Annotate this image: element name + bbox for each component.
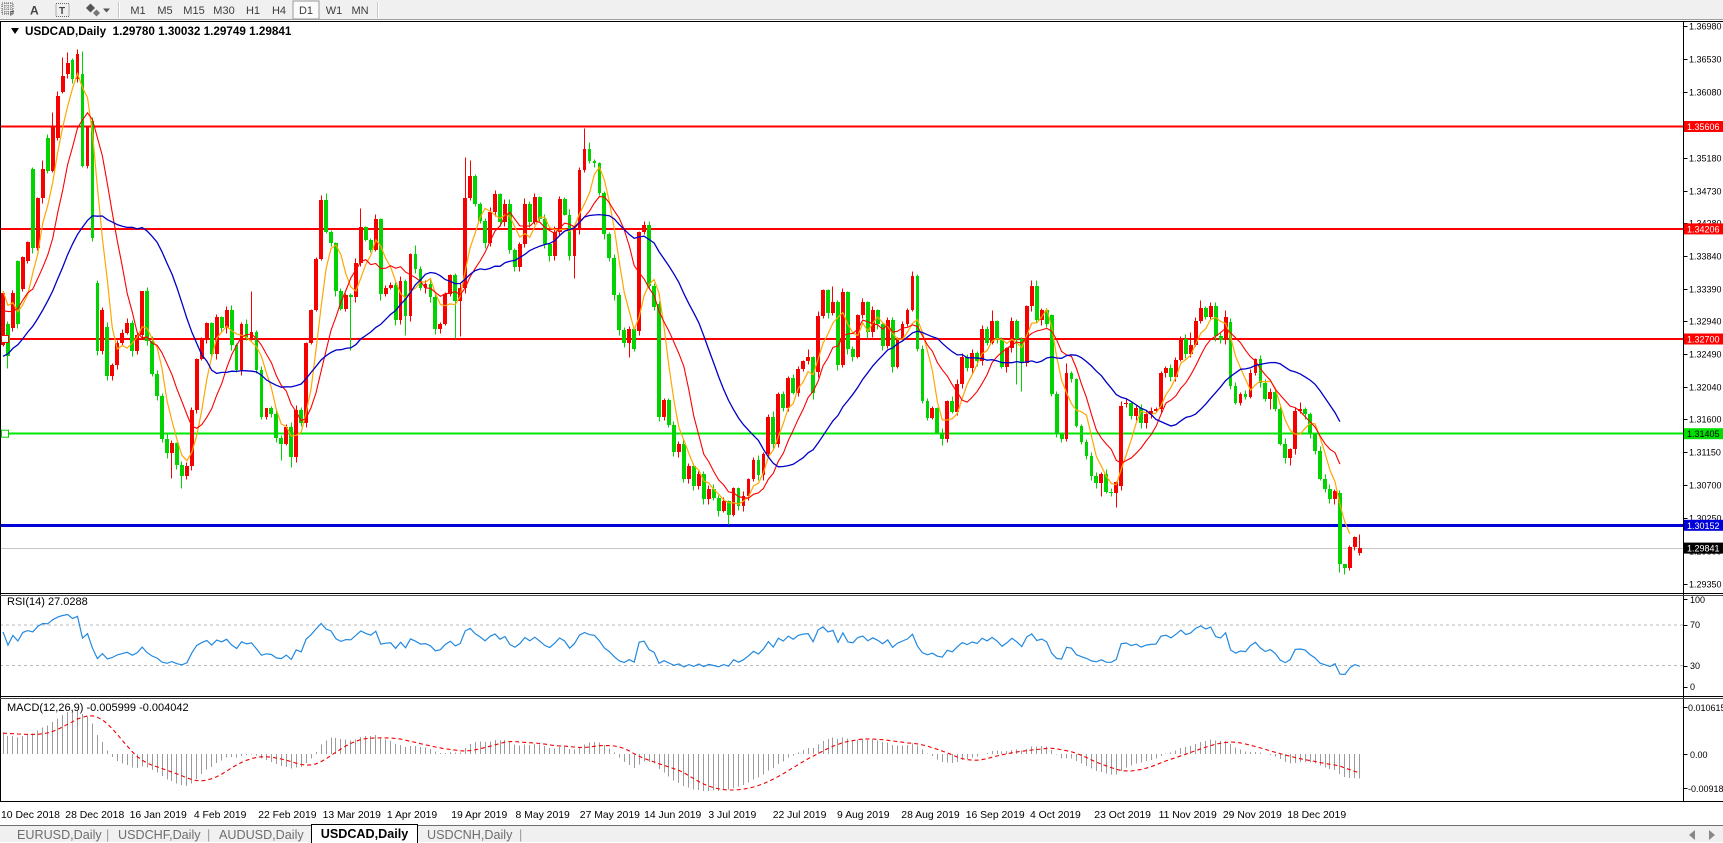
svg-text:28 Dec 2018: 28 Dec 2018 xyxy=(65,810,124,821)
svg-text:29 Nov 2019: 29 Nov 2019 xyxy=(1223,810,1282,821)
svg-text:1.32490: 1.32490 xyxy=(1689,350,1722,360)
svg-text:9 Aug 2019: 9 Aug 2019 xyxy=(837,810,890,821)
svg-text:18 Dec 2019: 18 Dec 2019 xyxy=(1287,810,1346,821)
svg-text:30: 30 xyxy=(1690,661,1700,671)
svg-text:1.32940: 1.32940 xyxy=(1689,317,1722,327)
svg-text:0.010615: 0.010615 xyxy=(1688,703,1723,713)
svg-text:M1: M1 xyxy=(130,5,145,17)
svg-text:23 Oct 2019: 23 Oct 2019 xyxy=(1094,810,1151,821)
svg-text:19 Apr 2019: 19 Apr 2019 xyxy=(451,810,507,821)
svg-text:1.33390: 1.33390 xyxy=(1689,285,1722,295)
svg-text:MN: MN xyxy=(351,5,368,17)
svg-text:1.31405: 1.31405 xyxy=(1687,429,1720,439)
svg-text:22 Feb 2019: 22 Feb 2019 xyxy=(258,810,317,821)
svg-text:M5: M5 xyxy=(157,5,172,17)
svg-text:-0.00918: -0.00918 xyxy=(1688,784,1723,794)
svg-text:A: A xyxy=(30,4,39,18)
svg-text:W1: W1 xyxy=(326,5,343,17)
svg-text:1.34206: 1.34206 xyxy=(1687,224,1720,234)
svg-text:4 Feb 2019: 4 Feb 2019 xyxy=(194,810,247,821)
svg-text:1 Apr 2019: 1 Apr 2019 xyxy=(387,810,437,821)
svg-text:F: F xyxy=(10,11,14,18)
svg-text:16 Sep 2019: 16 Sep 2019 xyxy=(966,810,1025,821)
svg-text:13 Mar 2019: 13 Mar 2019 xyxy=(323,810,382,821)
svg-text:1.30700: 1.30700 xyxy=(1689,481,1722,491)
svg-text:1.29350: 1.29350 xyxy=(1689,580,1722,590)
svg-text:D1: D1 xyxy=(299,5,313,17)
svg-text:H4: H4 xyxy=(272,5,286,17)
svg-text:0.00: 0.00 xyxy=(1690,750,1708,760)
svg-text:27 May 2019: 27 May 2019 xyxy=(580,810,640,821)
svg-text:1.36980: 1.36980 xyxy=(1689,22,1722,32)
svg-text:M30: M30 xyxy=(213,5,234,17)
svg-text:MACD(12,26,9) -0.005999 -0.004: MACD(12,26,9) -0.005999 -0.004042 xyxy=(7,702,189,714)
svg-text:1.35606: 1.35606 xyxy=(1687,122,1720,132)
svg-text:1.31600: 1.31600 xyxy=(1689,415,1722,425)
svg-text:4 Oct 2019: 4 Oct 2019 xyxy=(1030,810,1081,821)
svg-text:M15: M15 xyxy=(183,5,204,17)
svg-text:1.30250: 1.30250 xyxy=(1689,514,1722,524)
svg-text:1.31150: 1.31150 xyxy=(1689,448,1721,458)
svg-text:1.32040: 1.32040 xyxy=(1689,383,1722,393)
svg-text:1.32700: 1.32700 xyxy=(1687,335,1720,345)
svg-text:8 May 2019: 8 May 2019 xyxy=(516,810,571,821)
svg-text:1.33840: 1.33840 xyxy=(1689,252,1722,262)
svg-text:T: T xyxy=(59,6,65,17)
svg-text:3 Jul 2019: 3 Jul 2019 xyxy=(708,810,756,821)
svg-text:1.34730: 1.34730 xyxy=(1689,187,1722,197)
svg-text:28 Aug 2019: 28 Aug 2019 xyxy=(901,810,960,821)
svg-text:11 Nov 2019: 11 Nov 2019 xyxy=(1159,810,1217,821)
svg-text:22 Jul 2019: 22 Jul 2019 xyxy=(773,810,827,821)
svg-text:14 Jun 2019: 14 Jun 2019 xyxy=(644,810,701,821)
svg-text:RSI(14) 27.0288: RSI(14) 27.0288 xyxy=(7,596,88,608)
svg-text:1.30152: 1.30152 xyxy=(1687,521,1720,531)
svg-text:1.29841: 1.29841 xyxy=(1687,544,1720,554)
svg-text:100: 100 xyxy=(1690,595,1705,605)
svg-text:USDCAD,Daily 1.29780 1.30032: USDCAD,Daily 1.29780 1.30032 1.29749 1.2… xyxy=(25,25,292,38)
svg-text:10 Dec 2018: 10 Dec 2018 xyxy=(1,810,60,821)
svg-text:70: 70 xyxy=(1690,620,1700,630)
svg-text:H1: H1 xyxy=(246,5,260,17)
svg-text:1.36080: 1.36080 xyxy=(1689,88,1722,98)
svg-text:1.36530: 1.36530 xyxy=(1689,55,1722,65)
svg-text:16 Jan 2019: 16 Jan 2019 xyxy=(130,810,187,821)
svg-text:1.35180: 1.35180 xyxy=(1689,154,1722,164)
svg-text:0: 0 xyxy=(1690,682,1695,692)
